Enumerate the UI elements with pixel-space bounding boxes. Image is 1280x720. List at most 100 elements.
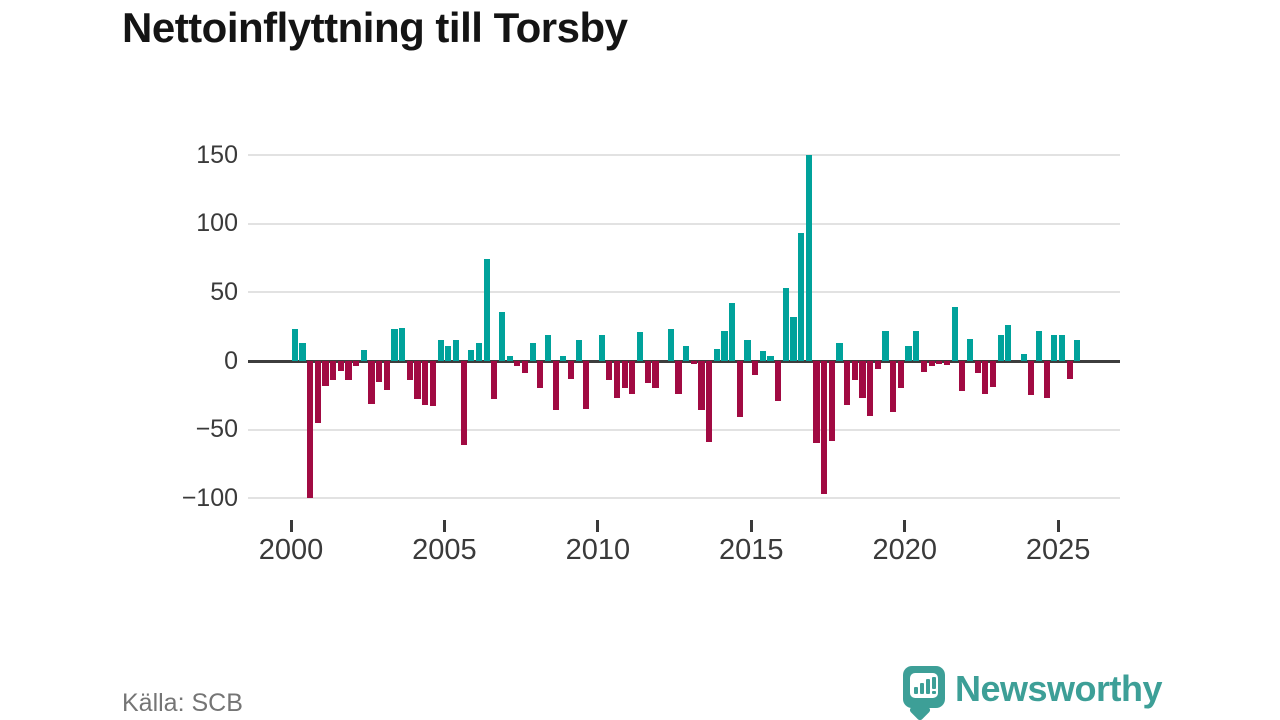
data-bar	[468, 350, 475, 361]
data-bar	[337, 361, 344, 371]
data-bar	[299, 343, 306, 361]
data-bar	[521, 361, 529, 374]
data-bar	[913, 330, 920, 361]
grid-line	[248, 154, 1120, 157]
data-bar	[836, 343, 843, 361]
x-axis-tick-label: 2010	[565, 534, 631, 566]
data-bar	[429, 361, 437, 407]
data-bar	[483, 259, 490, 361]
data-bar	[376, 361, 383, 382]
data-bar	[821, 361, 828, 495]
data-bar	[422, 361, 429, 405]
data-bar	[706, 361, 713, 442]
x-axis-tick-mark	[289, 520, 293, 532]
data-bar	[890, 361, 897, 412]
data-bar	[322, 361, 329, 386]
data-bar	[683, 345, 690, 361]
y-axis-tick-label: 100	[196, 209, 238, 238]
source-attribution: Källa: SCB	[122, 689, 243, 717]
x-axis-tick-label: 2000	[258, 534, 324, 566]
y-axis-tick-label: 0	[224, 346, 238, 375]
data-bar	[1043, 361, 1050, 399]
data-bar	[629, 361, 636, 394]
logo-inner-card	[910, 673, 938, 698]
data-bar	[406, 361, 413, 381]
data-bar	[514, 361, 521, 367]
logo-bar-icon	[926, 679, 930, 694]
data-bar	[844, 361, 851, 405]
data-bar	[813, 361, 820, 444]
data-bar	[752, 361, 759, 375]
data-bar	[613, 361, 621, 399]
data-bar	[598, 334, 605, 361]
data-bar	[997, 334, 1004, 361]
data-bar	[943, 361, 951, 366]
data-bar	[307, 361, 314, 499]
data-bar	[636, 332, 644, 361]
data-bar	[729, 303, 736, 361]
data-bar	[759, 351, 766, 361]
data-bar	[928, 361, 935, 367]
data-bar	[452, 340, 460, 361]
y-axis-tick-label: −50	[195, 415, 238, 444]
data-bar	[560, 355, 567, 361]
data-bar	[790, 317, 797, 361]
data-bar	[882, 330, 889, 361]
data-bar	[782, 288, 789, 361]
data-bar	[859, 361, 866, 399]
data-bar	[959, 361, 966, 392]
data-bar	[575, 340, 582, 361]
grid-line	[248, 428, 1120, 431]
data-bar	[828, 361, 835, 441]
data-bar	[552, 361, 559, 411]
grid-line	[248, 497, 1120, 500]
data-bar	[867, 361, 874, 416]
y-axis-tick-label: 50	[210, 277, 238, 306]
data-bar	[1051, 334, 1058, 361]
data-bar	[475, 343, 483, 361]
y-axis-tick-label: −100	[181, 483, 238, 512]
data-bar	[851, 361, 858, 381]
data-bar	[391, 329, 398, 361]
data-bar	[698, 361, 705, 411]
data-bar	[567, 361, 575, 379]
data-bar	[951, 307, 958, 361]
data-bar	[1074, 340, 1081, 361]
data-bar	[544, 334, 552, 361]
data-bar	[767, 355, 774, 361]
data-bar	[460, 361, 467, 445]
logo-bar-icon	[920, 683, 924, 694]
data-bar	[445, 345, 452, 361]
data-bar	[360, 350, 367, 361]
data-bar	[491, 361, 498, 400]
data-bar	[966, 339, 974, 361]
data-bar	[905, 345, 912, 361]
data-bar	[690, 361, 697, 364]
data-bar	[920, 361, 928, 372]
data-bar	[736, 361, 743, 418]
data-bar	[775, 361, 782, 401]
data-bar	[936, 361, 943, 364]
data-bar	[314, 361, 321, 423]
x-axis-tick-label: 2005	[412, 534, 477, 566]
data-bar	[1035, 330, 1043, 361]
data-bar	[353, 361, 360, 367]
x-axis-tick-label: 2020	[872, 534, 937, 566]
data-bar	[667, 329, 674, 361]
data-bar	[506, 355, 513, 361]
data-bar	[1066, 361, 1073, 379]
x-axis-tick-mark	[903, 520, 907, 532]
logo-exclamation-icon	[932, 677, 936, 689]
x-axis-tick-label: 2015	[719, 534, 784, 566]
data-bar	[537, 361, 544, 389]
data-bar	[498, 311, 506, 361]
grid-line	[248, 291, 1120, 294]
data-bar	[675, 361, 682, 394]
data-bar	[1020, 354, 1027, 361]
data-bar	[583, 361, 590, 410]
data-bar	[974, 361, 981, 374]
x-axis-tick-mark	[1056, 520, 1060, 532]
data-bar	[330, 361, 337, 381]
logo-exclamation-dot-icon	[932, 691, 936, 694]
